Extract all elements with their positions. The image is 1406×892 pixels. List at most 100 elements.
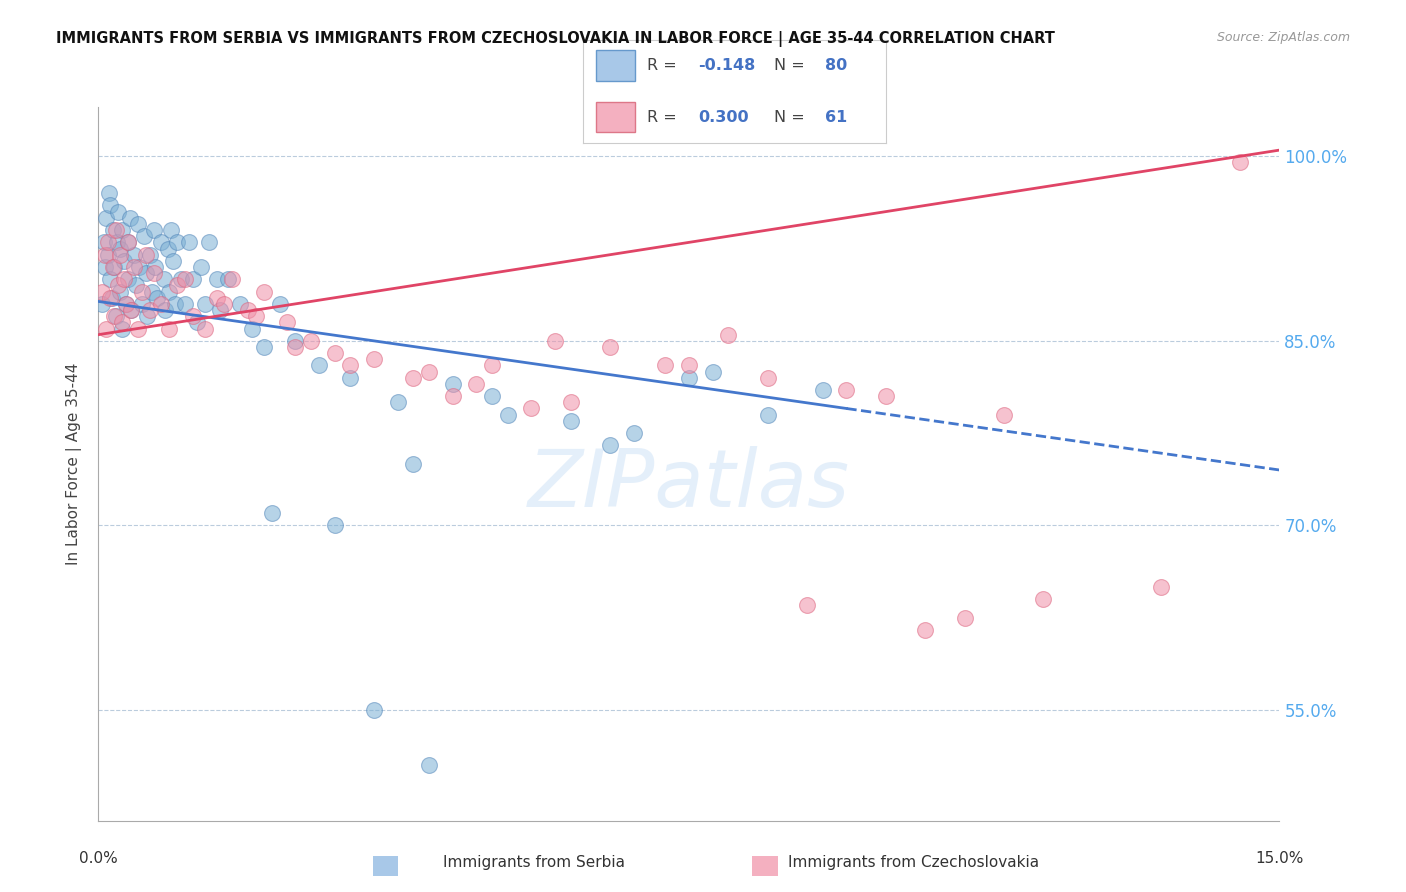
Point <box>157 321 180 335</box>
FancyBboxPatch shape <box>596 102 636 132</box>
Point <box>111 315 134 329</box>
Point <box>190 260 212 274</box>
Point <box>150 297 173 311</box>
Text: IMMIGRANTS FROM SERBIA VS IMMIGRANTS FROM CZECHOSLOVAKIA IN LABOR FORCE | AGE 35: IMMIGRANTS FROM SERBIA VS IMMIGRANTS FRO… <box>56 31 1054 47</box>
Point <box>914 623 936 637</box>
Point <box>441 376 464 391</box>
Point <box>496 408 519 422</box>
Text: R =: R = <box>647 110 676 125</box>
Point <box>162 253 184 268</box>
Point <box>166 235 188 250</box>
Point <box>98 272 121 286</box>
Point <box>174 297 197 311</box>
Point <box>835 383 858 397</box>
Point <box>96 211 118 225</box>
Text: 0.300: 0.300 <box>699 110 749 125</box>
Point <box>323 346 346 360</box>
Point <box>796 599 818 613</box>
Point <box>811 383 834 397</box>
Point <box>418 758 440 772</box>
Point <box>110 248 132 262</box>
Point <box>98 291 121 305</box>
Point <box>97 248 120 262</box>
Point <box>131 285 153 299</box>
Point <box>678 370 700 384</box>
Point <box>339 370 361 384</box>
Point <box>236 303 259 318</box>
Point <box>163 297 186 311</box>
Point <box>1150 580 1173 594</box>
Point <box>323 518 346 533</box>
Point <box>107 278 129 293</box>
Point <box>117 235 139 250</box>
Point <box>112 272 135 286</box>
Point <box>993 408 1015 422</box>
Point <box>110 242 132 256</box>
Point <box>363 352 385 367</box>
Text: Immigrants from Czechoslovakia: Immigrants from Czechoslovakia <box>789 855 1039 870</box>
Point <box>96 321 118 335</box>
Point <box>465 376 488 391</box>
Text: -0.148: -0.148 <box>699 58 755 73</box>
Point <box>402 370 425 384</box>
Point <box>308 359 330 373</box>
Point <box>678 359 700 373</box>
Point <box>654 359 676 373</box>
Point <box>141 285 163 299</box>
Point <box>122 248 145 262</box>
Y-axis label: In Labor Force | Age 35-44: In Labor Force | Age 35-44 <box>66 363 83 565</box>
Point <box>599 438 621 452</box>
Point <box>121 303 143 318</box>
Point <box>284 334 307 348</box>
Point <box>97 235 120 250</box>
Point <box>441 389 464 403</box>
Point <box>260 506 283 520</box>
Point <box>107 204 129 219</box>
Point <box>98 198 121 212</box>
Point <box>623 426 645 441</box>
Point <box>756 370 779 384</box>
Point <box>104 223 127 237</box>
Point <box>481 359 503 373</box>
Point <box>91 285 114 299</box>
Point <box>194 321 217 335</box>
Point <box>91 297 114 311</box>
Point <box>122 260 145 274</box>
Point <box>170 272 193 286</box>
Text: ZIPatlas: ZIPatlas <box>527 446 851 524</box>
Point <box>152 272 174 286</box>
Point <box>240 321 263 335</box>
Point <box>1032 592 1054 607</box>
Point <box>117 235 139 250</box>
Point <box>717 327 740 342</box>
Point <box>209 303 232 318</box>
Point <box>157 285 180 299</box>
Point <box>142 266 165 280</box>
Point <box>142 223 165 237</box>
Point <box>299 334 322 348</box>
Point <box>560 414 582 428</box>
Point <box>387 395 409 409</box>
Point <box>103 309 125 323</box>
Point <box>253 340 276 354</box>
Point <box>93 235 115 250</box>
Point <box>520 401 543 416</box>
Point <box>108 285 131 299</box>
Point <box>111 321 134 335</box>
Point <box>197 235 219 250</box>
Point <box>194 297 217 311</box>
Point <box>599 340 621 354</box>
Point <box>875 389 897 403</box>
Point <box>276 315 298 329</box>
Point <box>253 285 276 299</box>
Point <box>93 260 115 274</box>
Point <box>146 291 169 305</box>
Point <box>160 223 183 237</box>
Text: 61: 61 <box>825 110 848 125</box>
Text: Source: ZipAtlas.com: Source: ZipAtlas.com <box>1216 31 1350 45</box>
Point <box>229 297 252 311</box>
Point <box>544 334 567 348</box>
Point <box>135 248 157 262</box>
Point <box>339 359 361 373</box>
Point <box>131 297 153 311</box>
